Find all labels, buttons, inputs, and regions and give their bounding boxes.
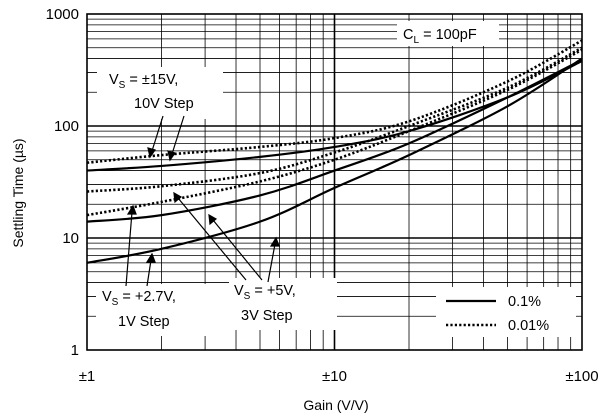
svg-text:3V Step: 3V Step — [241, 308, 293, 324]
load-capacitance-annotation: CL = 100pF — [397, 21, 499, 46]
svg-text:VS = ±15V,: VS = ±15V, — [109, 72, 178, 91]
y-tick-label: 1000 — [46, 6, 79, 23]
annotation-vs-15v: VS = ±15V, 10V Step — [97, 67, 223, 119]
plot-frame — [86, 13, 583, 351]
series-line-1-dotted — [86, 39, 583, 165]
annotation-arrows — [125, 115, 280, 287]
x-tick-label: ±100 — [565, 368, 598, 385]
legend: 0.1% 0.01% — [436, 287, 576, 337]
y-axis-label: Settling Time (µs) — [10, 138, 26, 247]
svg-text:10V Step: 10V Step — [134, 96, 194, 112]
annotation-vs-5v: VS = +5V, 3V Step — [229, 278, 337, 330]
svg-text:CL = 100pF: CL = 100pF — [403, 27, 477, 46]
series-line-2-solid — [86, 58, 583, 223]
tick-labels: ±1 ±10 ±100 1 10 100 1000 — [46, 6, 599, 385]
y-tick-label: 1 — [71, 342, 79, 359]
annotation-vs-2-7v: VS = +2.7V, 1V Step — [96, 284, 234, 336]
y-tick-label: 100 — [54, 118, 79, 135]
svg-text:VS = +2.7V,: VS = +2.7V, — [102, 289, 176, 308]
legend-label-0-01: 0.01% — [508, 318, 549, 334]
series-lines — [86, 39, 583, 264]
series-line-4-solid — [86, 57, 583, 264]
x-tick-label: ±1 — [79, 368, 96, 385]
x-axis-label: Gain (V/V) — [303, 397, 368, 413]
x-tick-label: ±10 — [322, 368, 347, 385]
svg-text:1V Step: 1V Step — [118, 314, 170, 330]
svg-text:VS = +5V,: VS = +5V, — [234, 283, 296, 302]
series-line-5-dotted — [86, 46, 583, 193]
y-tick-label: 10 — [62, 230, 79, 247]
legend-label-0-1: 0.1% — [508, 294, 541, 310]
series-line-3-dotted — [86, 48, 583, 217]
